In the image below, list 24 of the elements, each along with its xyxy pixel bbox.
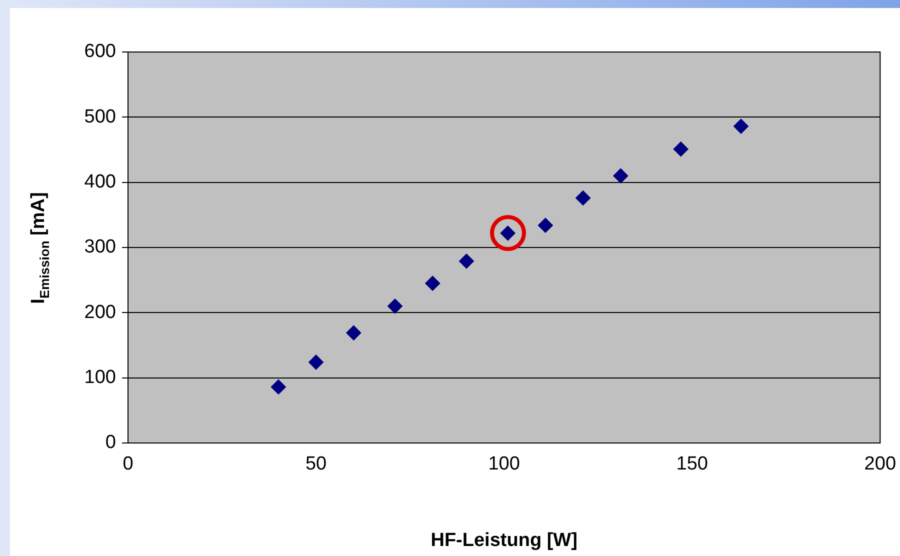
y-tick-label: 100 [84,367,116,388]
y-tick-label: 200 [84,302,116,323]
x-tick-label: 200 [864,454,896,475]
point [346,325,362,340]
y-tick-label: 400 [84,172,116,193]
point [308,354,324,370]
x-tick-label: 150 [676,454,708,475]
point [673,142,688,157]
x-axis-title: HF-Leistung [W] [430,530,578,551]
y-tick-label: 0 [105,432,116,454]
x-tick-label: 50 [305,454,327,475]
y-tick-label: 300 [84,236,116,258]
x-tick-label: 0 [122,454,134,475]
point [576,190,591,206]
y-tick-label: 600 [84,41,116,62]
point [538,218,553,233]
point [613,168,628,184]
point [270,379,286,394]
point [388,298,403,314]
point [458,254,474,269]
y-tick-label: 500 [84,106,116,128]
point [425,276,440,291]
point [734,118,748,134]
x-tick-label: 100 [488,454,520,475]
